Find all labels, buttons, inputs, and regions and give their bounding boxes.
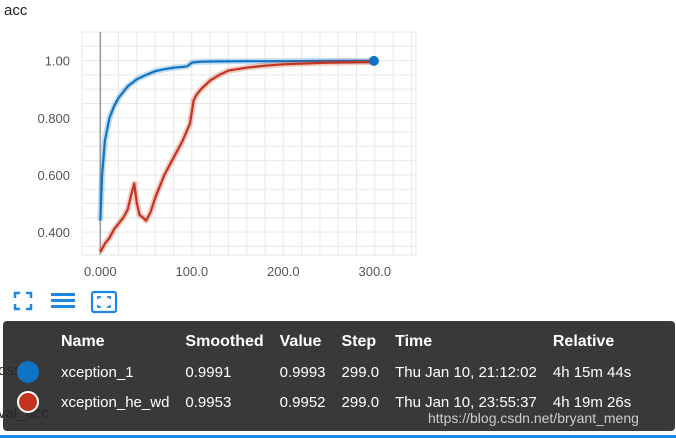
tooltip-header-name: Name (61, 333, 105, 350)
tooltip-header-relative: Relative (552, 333, 615, 350)
x-tick-label: 200.0 (267, 264, 300, 279)
tooltip-row-color (17, 387, 61, 417)
series-halo (97, 59, 374, 254)
tooltip-row: xception_1 0.9991 0.9993 299.0 Thu Jan 1… (17, 357, 647, 387)
y-tick-label: 0.600 (37, 168, 70, 183)
accent-bar (0, 435, 676, 438)
series-line-xception_he_wd[interactable] (99, 60, 374, 253)
series-color-dot (17, 361, 39, 383)
tooltip-header-smoothed: Smoothed (185, 333, 264, 350)
tooltip-color-header (17, 333, 61, 357)
tooltip-row-color (17, 357, 61, 387)
tooltip-header-value: Value (279, 333, 322, 350)
expand-icon (13, 291, 33, 311)
tooltip-row-relative: 4h 15m 44s (552, 363, 632, 381)
chart-series (97, 55, 379, 254)
series-color-dot (17, 391, 39, 413)
chart-grid (81, 31, 417, 256)
watermark: https://blog.csdn.net/bryant_meng (428, 410, 639, 426)
y-tick-label: 1.00 (45, 54, 70, 69)
tooltip-row-name: xception_he_wd (61, 393, 170, 411)
fit-to-data-button[interactable] (90, 290, 118, 314)
tooltip-header-time: Time (395, 333, 433, 350)
x-tick-label: 0.000 (84, 264, 117, 279)
tooltip-row-smoothed: 0.9991 (185, 363, 232, 381)
series-line-xception_1[interactable] (99, 59, 374, 221)
acc-line-chart[interactable]: 0.400 0.600 0.800 1.00 0.000 100.0 200.0 300.0 (0, 0, 676, 290)
tooltip-row-relative: 4h 19m 26s (552, 393, 632, 411)
y-tick-label: 0.800 (37, 111, 70, 126)
chart-tooltip: Name Smoothed Value Step Time Relative x… (3, 321, 675, 431)
tooltip-row-value: 0.9952 (279, 393, 326, 411)
fit-screen-icon (90, 290, 118, 314)
list-icon (51, 293, 75, 308)
tooltip-row-smoothed: 0.9953 (185, 393, 232, 411)
toggle-log-button[interactable] (50, 290, 75, 314)
tooltip-header-row: Name Smoothed Value Step Time Relative (17, 333, 647, 357)
tooltip-row-value: 0.9993 (279, 363, 326, 381)
tooltip-header-step: Step (341, 333, 377, 350)
tooltip-row-time: Thu Jan 10, 21:12:02 (395, 363, 537, 381)
hover-point-marker (368, 55, 379, 66)
x-tick-label: 100.0 (176, 264, 209, 279)
tooltip-row-step: 299.0 (341, 363, 380, 381)
fit-domain-button[interactable] (12, 290, 36, 314)
tooltip-table: Name Smoothed Value Step Time Relative x… (17, 333, 647, 417)
card-title: acc (4, 2, 28, 19)
tooltip-row: xception_he_wd 0.9953 0.9952 299.0 Thu J… (17, 387, 647, 417)
x-tick-label: 300.0 (359, 264, 392, 279)
y-tick-label: 0.400 (37, 225, 70, 240)
series-halo (97, 57, 374, 221)
tooltip-row-time: Thu Jan 10, 23:55:37 (395, 393, 537, 411)
tooltip-row-name: xception_1 (61, 363, 134, 381)
tooltip-row-step: 299.0 (341, 393, 380, 411)
